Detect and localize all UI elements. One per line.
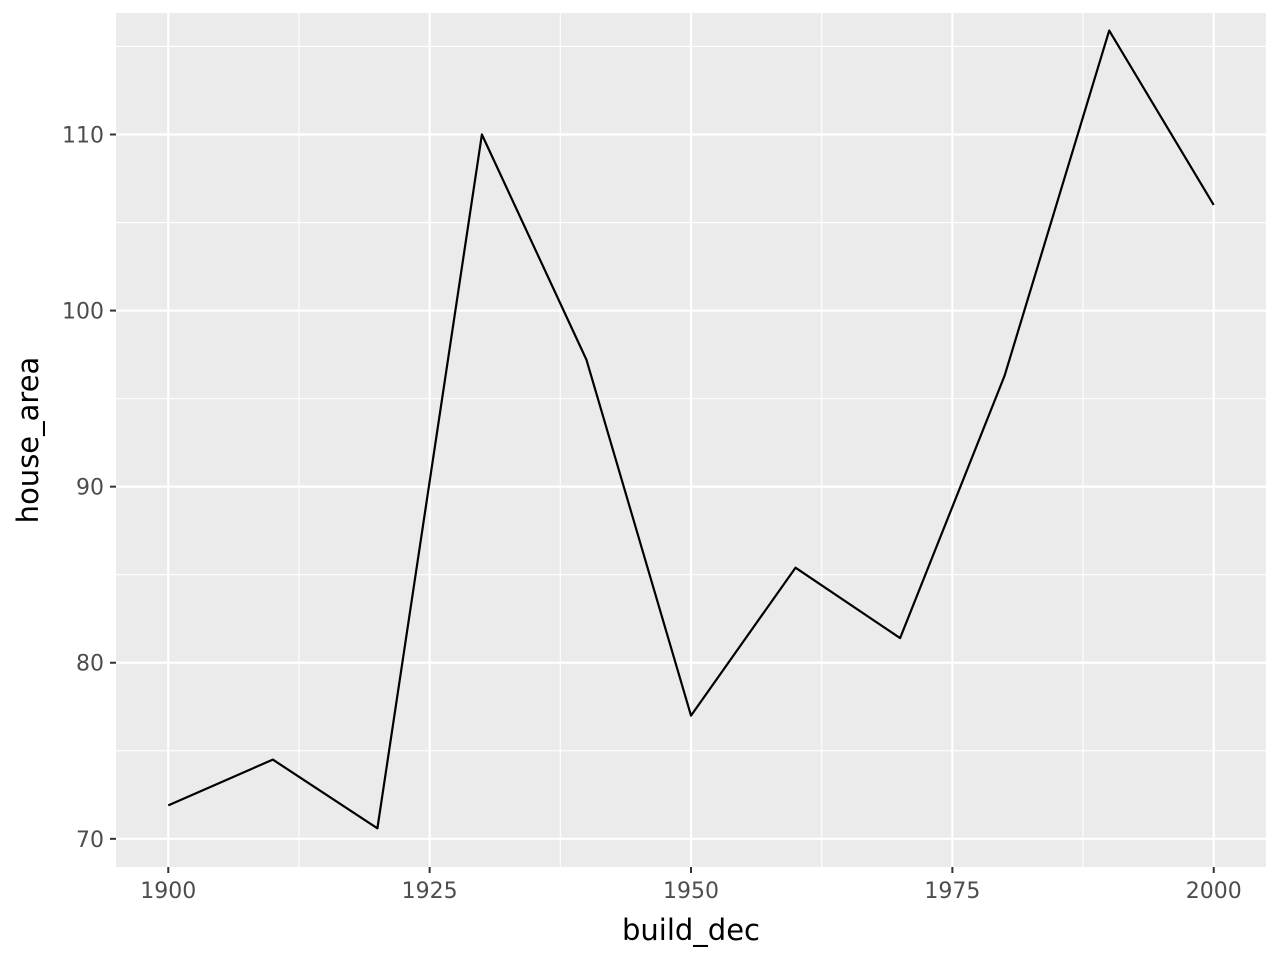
x-tick-label: 1950	[663, 879, 719, 904]
x-tick-label: 1925	[402, 879, 458, 904]
x-axis: 1900 1925 1950 1975 2000	[140, 867, 1242, 904]
y-tick-label: 110	[62, 123, 104, 148]
y-axis-title: house_area	[11, 357, 45, 524]
x-tick-label: 1975	[924, 879, 980, 904]
series-layer	[167, 29, 1215, 830]
x-tick-label: 2000	[1186, 879, 1242, 904]
y-axis: 70 80 90 100 110	[62, 123, 116, 853]
y-tick-label: 80	[76, 652, 104, 677]
x-axis-title: build_dec	[622, 913, 760, 947]
y-tick-label: 70	[76, 828, 104, 853]
y-tick-label: 100	[62, 300, 104, 325]
series-line	[167, 29, 1215, 830]
major-gridlines	[116, 13, 1266, 867]
x-tick-label: 1900	[140, 879, 196, 904]
y-tick-label: 90	[76, 476, 104, 501]
